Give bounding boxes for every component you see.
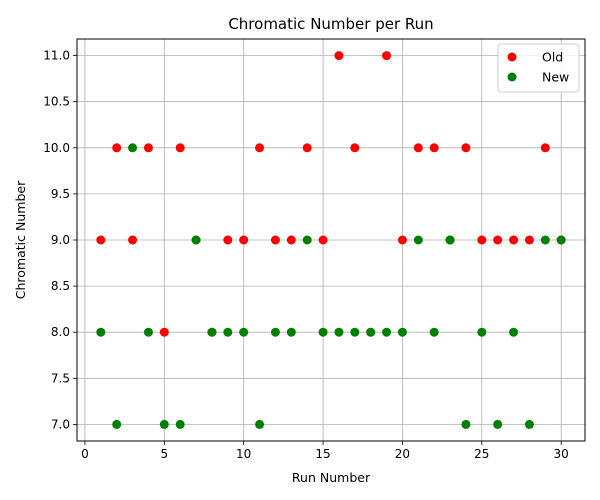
x-tick-label: 15 <box>315 447 330 461</box>
legend-box <box>497 43 580 93</box>
data-point-new <box>143 327 153 337</box>
data-point-old <box>429 143 439 153</box>
data-point-new <box>318 327 328 337</box>
data-point-new <box>128 143 138 153</box>
data-point-old <box>223 235 233 245</box>
series-old <box>96 51 566 337</box>
y-tick-label: 7.0 <box>51 417 70 431</box>
y-tick-label: 9.5 <box>51 187 70 201</box>
data-point-new <box>556 235 566 245</box>
legend-marker-old <box>507 52 517 62</box>
x-tick-label: 30 <box>554 447 569 461</box>
y-tick-label: 7.5 <box>51 371 70 385</box>
data-point-new <box>286 327 296 337</box>
legend: Old New <box>497 43 580 93</box>
data-point-old <box>461 143 471 153</box>
data-point-new <box>524 419 534 429</box>
data-point-new <box>191 235 201 245</box>
data-point-old <box>477 235 487 245</box>
data-point-new <box>477 327 487 337</box>
data-point-new <box>461 419 471 429</box>
x-tick-label: 0 <box>81 447 89 461</box>
data-point-old <box>128 235 138 245</box>
x-tick-label: 20 <box>395 447 410 461</box>
data-point-old <box>350 143 360 153</box>
data-point-new <box>159 419 169 429</box>
data-point-old <box>112 143 122 153</box>
y-axis-title: Chromatic Number <box>13 180 28 299</box>
data-point-old <box>239 235 249 245</box>
legend-label-old: Old <box>542 50 563 65</box>
y-tick-label: 11.0 <box>43 49 70 63</box>
data-point-old <box>509 235 519 245</box>
data-point-new <box>366 327 376 337</box>
data-point-new <box>445 235 455 245</box>
x-tick-label: 5 <box>160 447 168 461</box>
data-point-old <box>397 235 407 245</box>
data-point-old <box>143 143 153 153</box>
x-axis-ticks: 0 5 10 15 20 25 30 <box>81 441 569 461</box>
data-point-new <box>96 327 106 337</box>
data-point-old <box>493 235 503 245</box>
data-point-new <box>207 327 217 337</box>
chart-title: Chromatic Number per Run <box>228 15 433 33</box>
data-point-old <box>334 51 344 61</box>
x-axis-title: Run Number <box>292 470 371 485</box>
data-point-new <box>382 327 392 337</box>
data-point-old <box>524 235 534 245</box>
data-point-old <box>318 235 328 245</box>
data-point-old <box>175 143 185 153</box>
data-point-new <box>223 327 233 337</box>
data-point-old <box>159 327 169 337</box>
series-new <box>96 143 566 429</box>
data-point-old <box>413 143 423 153</box>
data-point-new <box>429 327 439 337</box>
y-tick-label: 8.5 <box>51 279 70 293</box>
y-tick-label: 8.0 <box>51 325 70 339</box>
y-axis-ticks: 7.0 7.5 8.0 8.5 9.0 9.5 10.0 10.5 11.0 <box>43 49 77 431</box>
data-point-new <box>540 235 550 245</box>
data-point-new <box>493 419 503 429</box>
legend-marker-new <box>507 72 517 82</box>
data-point-new <box>397 327 407 337</box>
data-point-new <box>239 327 249 337</box>
data-point-new <box>270 327 280 337</box>
data-point-new <box>112 419 122 429</box>
data-point-old <box>96 235 106 245</box>
y-tick-label: 10.5 <box>43 95 70 109</box>
y-tick-label: 10.0 <box>43 141 70 155</box>
data-point-old <box>302 143 312 153</box>
data-point-old <box>540 143 550 153</box>
x-tick-label: 10 <box>236 447 251 461</box>
data-point-old <box>255 143 265 153</box>
data-point-new <box>255 419 265 429</box>
data-point-new <box>175 419 185 429</box>
data-point-old <box>270 235 280 245</box>
data-point-new <box>413 235 423 245</box>
data-point-new <box>302 235 312 245</box>
data-point-new <box>350 327 360 337</box>
y-tick-label: 9.0 <box>51 233 70 247</box>
data-point-new <box>509 327 519 337</box>
legend-label-new: New <box>542 70 569 85</box>
data-point-old <box>286 235 296 245</box>
data-point-new <box>334 327 344 337</box>
x-tick-label: 25 <box>474 447 489 461</box>
data-point-old <box>382 51 392 61</box>
data-points <box>96 51 566 429</box>
